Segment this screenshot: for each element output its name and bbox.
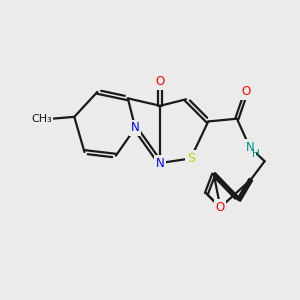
Text: H: H	[252, 149, 260, 159]
Text: O: O	[242, 85, 251, 98]
Text: N: N	[156, 157, 165, 169]
Text: N: N	[245, 141, 254, 154]
Text: N: N	[131, 122, 140, 134]
Text: O: O	[156, 75, 165, 88]
Text: CH₃: CH₃	[32, 114, 52, 124]
Text: O: O	[216, 201, 225, 214]
Text: S: S	[187, 152, 195, 165]
